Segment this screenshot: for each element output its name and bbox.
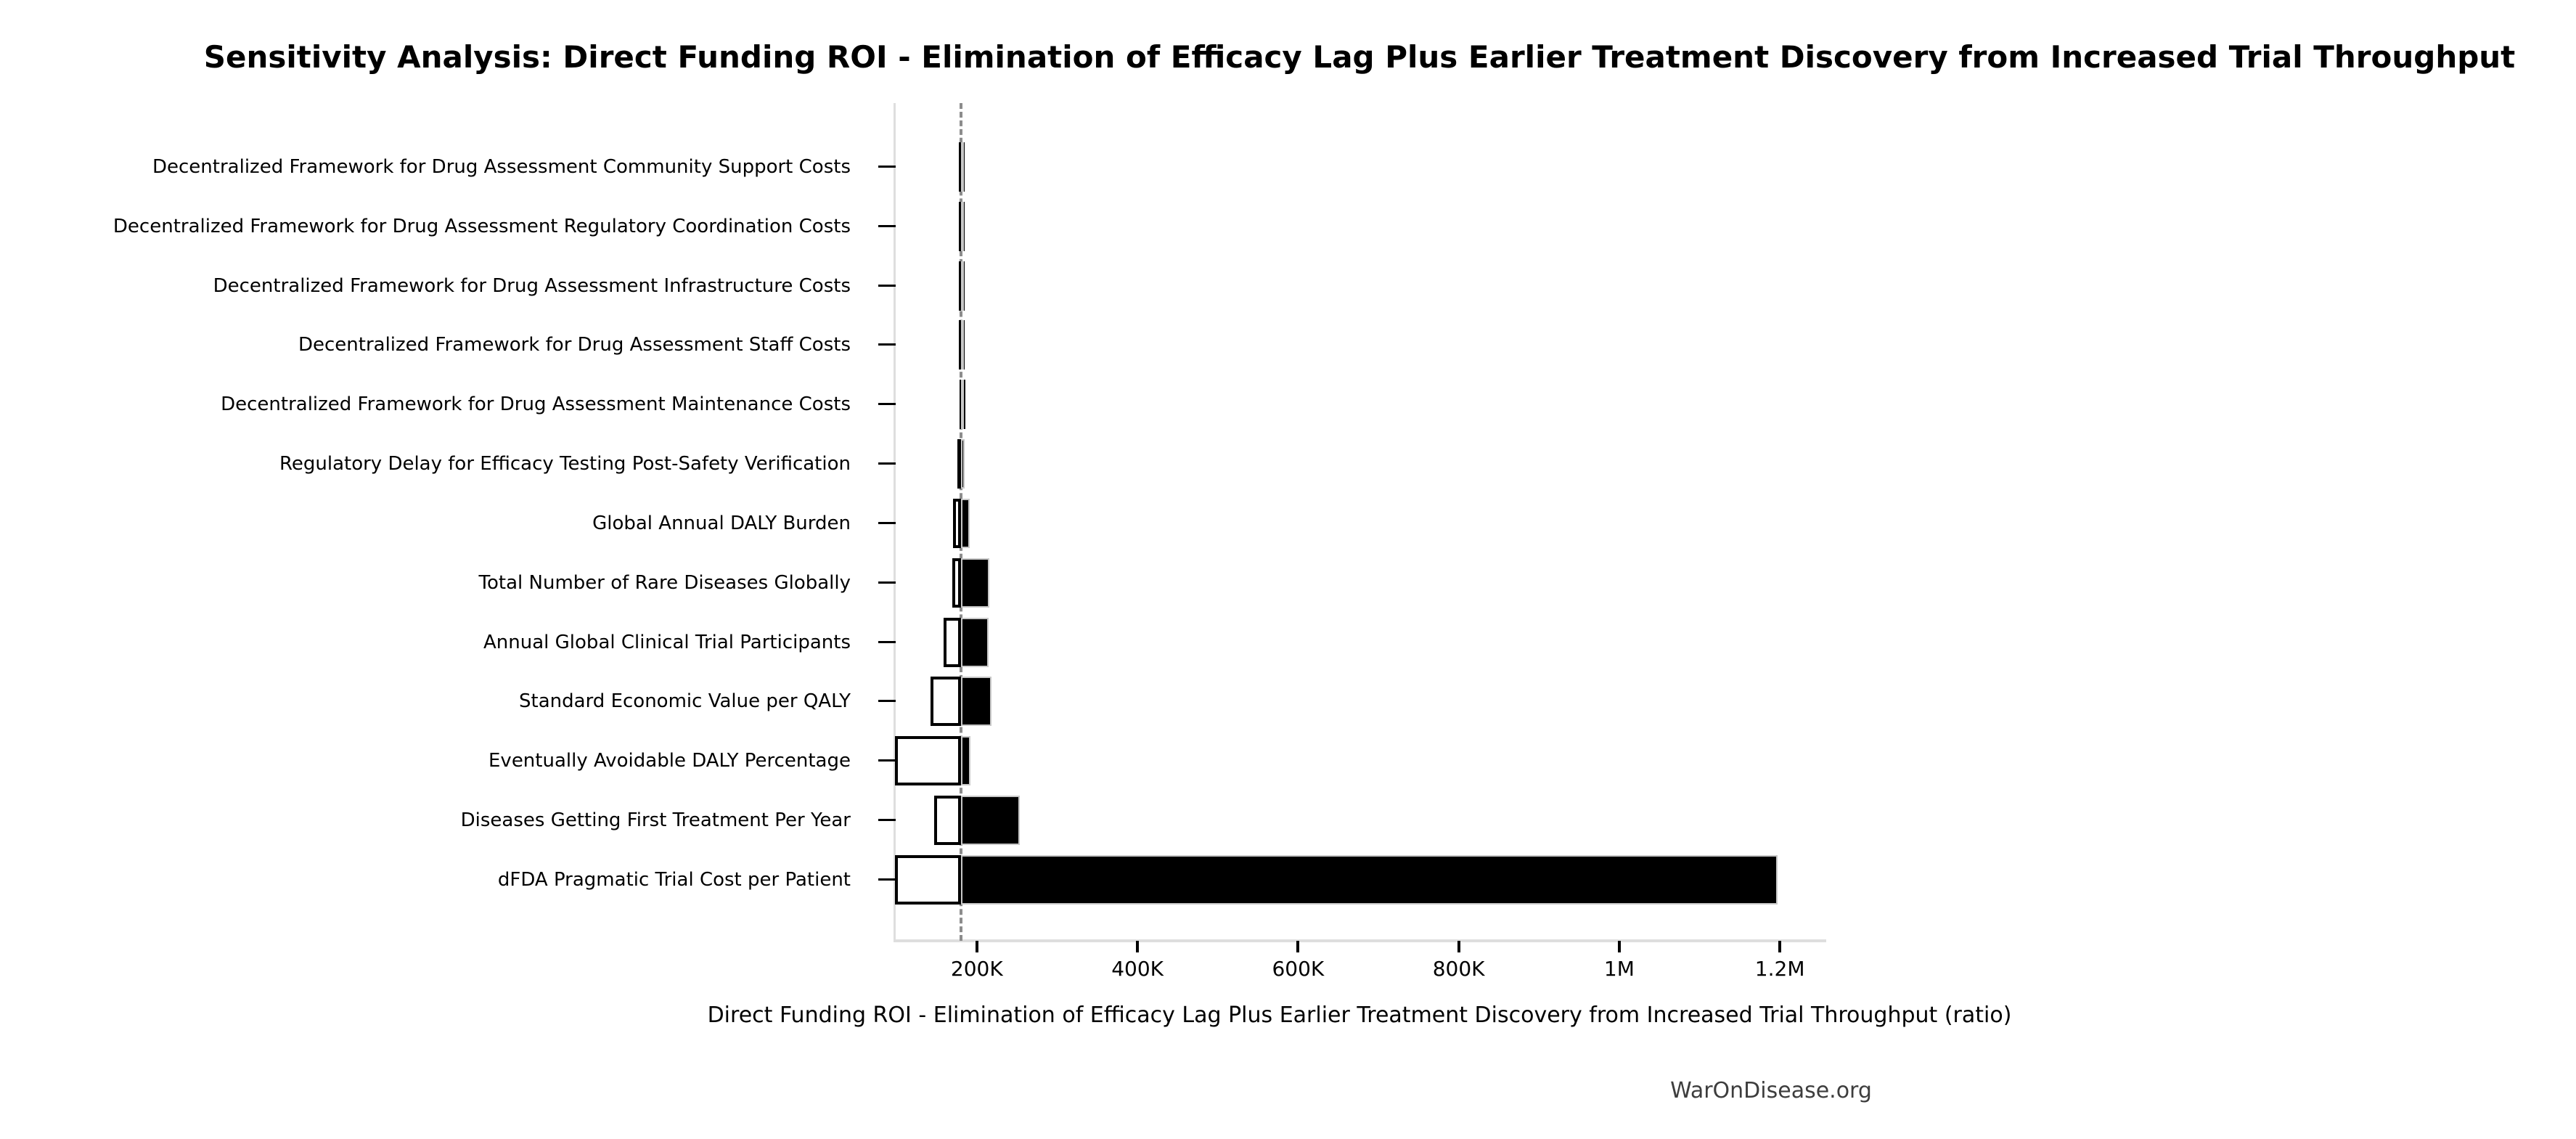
bar-low <box>952 498 961 548</box>
watermark: WarOnDisease.org <box>1670 1078 1872 1103</box>
y-axis-label: Standard Economic Value per QALY <box>519 690 851 713</box>
bar-high <box>960 439 965 489</box>
x-tick-label: 200K <box>950 957 1003 981</box>
bar-low <box>895 854 961 905</box>
y-axis-label: Eventually Avoidable DALY Percentage <box>488 750 851 772</box>
y-tick <box>878 521 896 524</box>
x-axis-line <box>894 939 1826 942</box>
bar-high <box>960 736 971 786</box>
y-axis-label: Annual Global Clinical Trial Participant… <box>483 631 851 653</box>
y-tick <box>878 759 896 762</box>
bar-low <box>934 796 961 846</box>
y-axis-label: Regulatory Delay for Efficacy Testing Po… <box>279 453 851 475</box>
x-tick-label: 600K <box>1272 957 1325 981</box>
y-tick <box>878 581 896 584</box>
bar-low <box>943 617 961 667</box>
bar-high <box>960 320 965 370</box>
x-tick-label: 400K <box>1111 957 1164 981</box>
y-tick <box>878 224 896 227</box>
x-tick <box>1457 941 1460 952</box>
x-tick <box>1136 941 1140 952</box>
bar-high <box>960 201 965 251</box>
bar-high <box>960 261 965 311</box>
bar-high <box>960 617 989 667</box>
x-tick-label: 1.2M <box>1754 957 1805 981</box>
bar-low <box>931 677 961 727</box>
y-axis-label: Diseases Getting First Treatment Per Yea… <box>460 809 851 832</box>
y-axis-label: dFDA Pragmatic Trial Cost per Patient <box>497 868 851 891</box>
x-axis-title: Direct Funding ROI - Elimination of Effi… <box>707 1003 2012 1028</box>
y-axis-label: Decentralized Framework for Drug Assessm… <box>152 156 851 178</box>
y-tick <box>878 166 896 168</box>
bar-high <box>960 854 1778 905</box>
x-tick-label: 1M <box>1603 957 1635 981</box>
y-axis-label: Decentralized Framework for Drug Assessm… <box>113 215 851 237</box>
bar-high <box>960 142 965 192</box>
chart-title: Sensitivity Analysis: Direct Funding ROI… <box>203 39 2516 75</box>
y-axis-label: Global Annual DALY Burden <box>592 512 851 534</box>
y-tick <box>878 403 896 406</box>
y-axis-label: Total Number of Rare Diseases Globally <box>478 571 851 594</box>
x-tick <box>1617 941 1621 952</box>
y-axis-label: Decentralized Framework for Drug Assessm… <box>213 274 851 297</box>
y-tick <box>878 343 896 346</box>
y-tick <box>878 878 896 881</box>
y-axis-label: Decentralized Framework for Drug Assessm… <box>221 393 851 416</box>
bar-high <box>960 796 1020 846</box>
bar-high <box>960 677 991 727</box>
bar-high <box>960 498 970 548</box>
x-tick-label: 800K <box>1432 957 1485 981</box>
bar-high <box>960 380 964 430</box>
y-tick <box>878 462 896 465</box>
y-tick <box>878 284 896 287</box>
bar-low <box>952 558 961 608</box>
y-axis-label: Decentralized Framework for Drug Assessm… <box>298 334 851 356</box>
bar-low <box>895 736 961 786</box>
y-tick <box>878 700 896 703</box>
x-tick <box>975 941 978 952</box>
x-tick <box>1778 941 1782 952</box>
y-tick <box>878 640 896 643</box>
bar-high <box>960 558 989 608</box>
x-tick <box>1296 941 1300 952</box>
y-tick <box>878 819 896 822</box>
